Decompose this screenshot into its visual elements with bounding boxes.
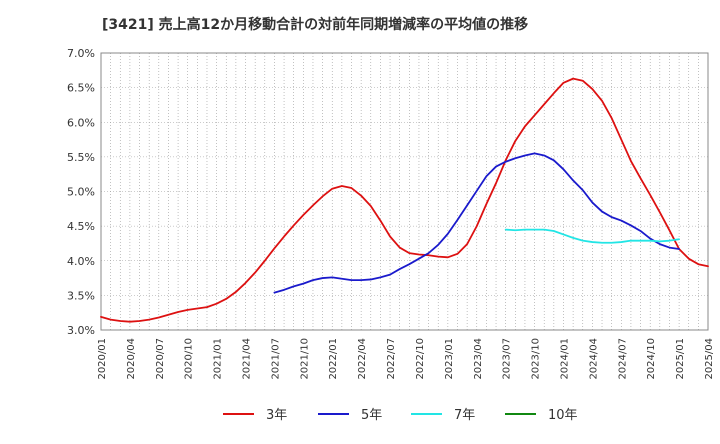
y-tick-label: 6.0% [67, 116, 95, 129]
x-tick-label: 2020/04 [126, 338, 137, 380]
y-tick-label: 3.0% [67, 324, 95, 337]
legend-label: 7年 [454, 408, 475, 423]
x-tick-label: 2022/10 [415, 338, 426, 380]
y-tick-label: 6.5% [67, 82, 95, 95]
plot-border [100, 52, 709, 331]
y-tick-label: 5.5% [67, 151, 95, 164]
x-tick-label: 2023/04 [473, 338, 484, 380]
x-tick-label: 2021/01 [213, 338, 224, 380]
x-tick-label: 2024/10 [646, 338, 657, 380]
x-tick-label: 2023/07 [502, 338, 513, 380]
series-line-3 [504, 228, 680, 244]
series-line-1 [100, 77, 709, 323]
x-tick-label: 2022/01 [328, 338, 339, 380]
x-tick-label: 2024/07 [617, 338, 628, 380]
x-tick-label: 2025/01 [675, 338, 686, 380]
x-tick-label: 2021/04 [242, 338, 253, 380]
x-tick-label: 2021/10 [299, 338, 310, 380]
x-tick-label: 2020/01 [97, 338, 108, 380]
chart-title: [3421] 売上高12か月移動合計の対前年同期増減率の平均値の推移 [102, 17, 529, 33]
legend-label: 3年 [266, 408, 287, 423]
x-tick-label: 2023/10 [531, 338, 542, 380]
series-line-2 [273, 152, 680, 294]
y-tick-label: 5.0% [67, 186, 95, 199]
y-tick-label: 4.0% [67, 255, 95, 268]
legend-label: 5年 [361, 408, 382, 423]
x-tick-label: 2022/04 [357, 338, 368, 380]
x-tick-label: 2021/07 [270, 338, 281, 380]
x-tick-label: 2020/07 [155, 338, 166, 380]
x-tick-label: 2023/01 [444, 338, 455, 380]
y-tick-label: 7.0% [67, 47, 95, 60]
legend-label: 10年 [548, 408, 578, 423]
y-tick-label: 4.5% [67, 220, 95, 233]
x-tick-label: 2020/10 [184, 338, 195, 380]
x-tick-label: 2024/04 [588, 338, 599, 380]
y-tick-label: 3.5% [67, 289, 95, 302]
x-tick-label: 2025/04 [704, 338, 715, 380]
x-tick-label: 2024/01 [559, 338, 570, 380]
x-tick-label: 2022/07 [386, 338, 397, 380]
